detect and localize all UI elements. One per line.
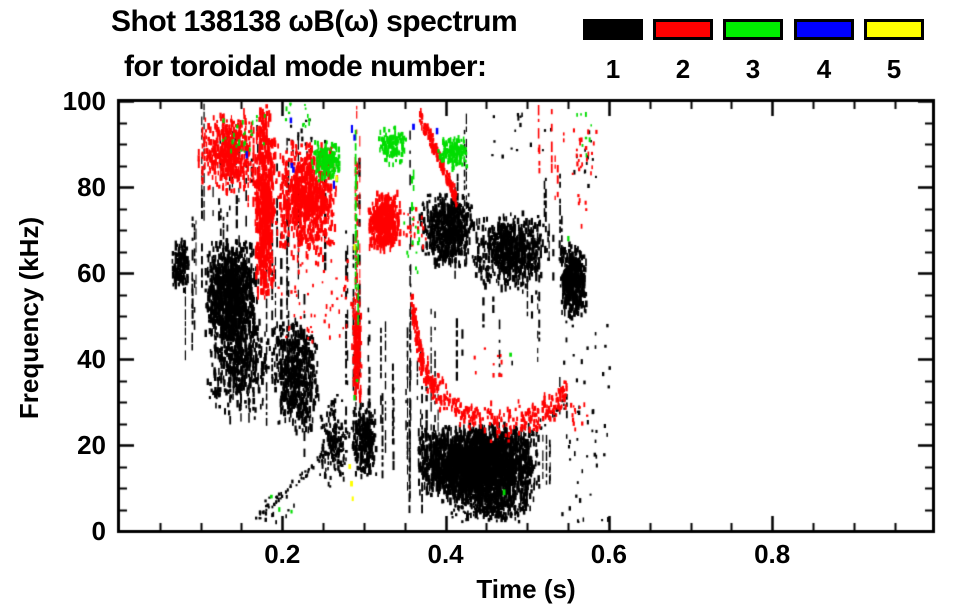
- y-tick-label-100: 100: [62, 86, 106, 116]
- y-tick-label-0: 0: [91, 516, 106, 546]
- legend-swatch-n2: [653, 19, 713, 40]
- legend-label-n3: 3: [745, 54, 761, 84]
- y-tick-label-80: 80: [77, 172, 106, 202]
- legend-swatch-n4: [794, 19, 854, 40]
- y-tick-label-20: 20: [77, 430, 106, 460]
- legend-label-n5: 5: [886, 54, 902, 84]
- legend-label-n1: 1: [605, 54, 621, 84]
- y-axis-title: Frequency (kHz): [14, 216, 44, 420]
- plot-title-line1: Shot 138138 ωB(ω) spectrum: [111, 5, 518, 38]
- legend-swatch-n5: [864, 19, 924, 40]
- x-axis-title: Time (s): [476, 574, 576, 604]
- legend-label-n2: 2: [675, 54, 691, 84]
- plot-title-line2: for toroidal mode number:: [124, 50, 487, 83]
- x-tick-label-0.6: 0.6: [590, 539, 627, 569]
- y-tick-label-60: 60: [77, 258, 106, 288]
- x-tick-label-0.8: 0.8: [754, 539, 791, 569]
- legend-swatch-n3: [723, 19, 783, 40]
- x-tick-label-0.4: 0.4: [427, 539, 464, 569]
- legend-label-n4: 4: [816, 54, 832, 84]
- x-tick-label-0.2: 0.2: [264, 539, 301, 569]
- legend-swatch-n1: [583, 19, 643, 40]
- y-tick-label-40: 40: [77, 344, 106, 374]
